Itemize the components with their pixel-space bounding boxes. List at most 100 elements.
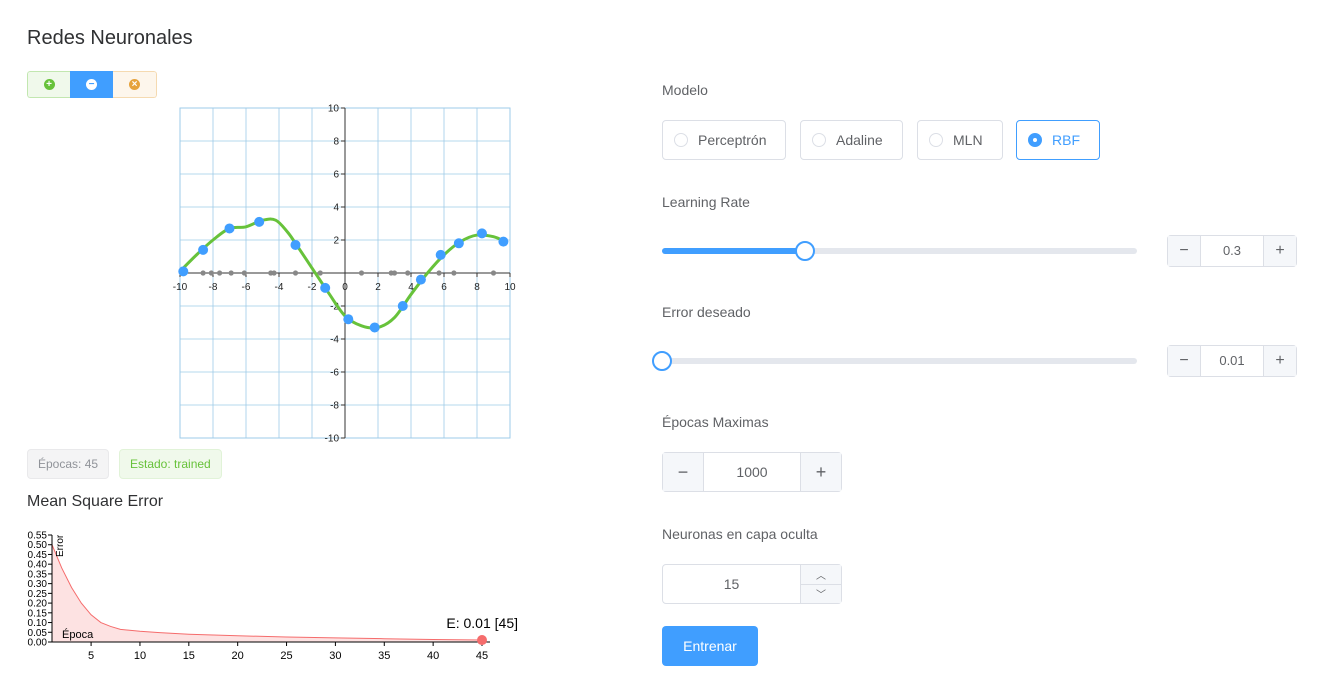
mse-x-tick-label: 15 [183,650,195,662]
radio-label: Adaline [836,132,883,148]
mse-x-tick-label: 35 [378,650,390,662]
rbf-center-point [208,270,214,276]
close-circle-icon: × [129,79,140,90]
slider-thumb[interactable] [794,241,815,261]
max-epochs-input: − 1000 + [662,452,842,492]
training-point [198,244,209,255]
training-point [369,322,380,333]
increase-button[interactable]: + [1263,346,1296,376]
mse-x-tick-label: 45 [476,650,488,662]
learning-rate-slider[interactable] [662,241,1137,261]
y-tick-label: -6 [330,368,339,379]
x-tick-label: 2 [375,282,381,293]
plus-circle-icon: + [43,79,55,90]
mse-y-axis-label: Error [55,534,66,557]
training-point [178,266,189,277]
radio-indicator [929,133,943,147]
decrease-button[interactable]: ﹀ [801,584,841,603]
x-tick-label: 4 [408,282,414,293]
mse-y-tick-label: 0.50 [28,540,48,551]
learning-rate-input: − 0.3 + [1167,235,1297,267]
radio-indicator [1028,133,1042,147]
state-badge: Estado: trained [119,449,222,479]
hidden-neurons-value[interactable]: 15 [723,576,740,592]
error-slider[interactable] [652,351,1137,371]
y-tick-label: -10 [325,434,340,445]
y-tick-label: 2 [333,236,339,247]
slider-thumb[interactable] [652,351,672,371]
radio-label: Perceptrón [698,132,767,148]
train-button[interactable]: Entrenar [662,626,758,666]
decrease-button[interactable]: − [1168,346,1201,376]
radio-label: MLN [953,132,983,148]
increase-button[interactable]: + [1263,236,1296,266]
mse-x-tick-label: 10 [134,650,146,662]
minus-circle-icon: − [86,79,97,90]
training-point [453,238,464,249]
rbf-center-point [228,270,234,276]
training-point [343,314,354,325]
x-tick-label: -10 [173,282,188,293]
mse-x-tick-label: 20 [232,650,244,662]
training-point [224,223,235,234]
model-label: Modelo [662,82,708,98]
hidden-neurons-input: 15 ︿ ﹀ [662,564,842,604]
page-title: Redes Neuronales [27,27,193,49]
epochs-badge: Épocas: 45 [27,449,110,479]
radio-indicator [812,133,826,147]
error-input: − 0.01 + [1167,345,1297,377]
mse-x-tick-label: 5 [88,650,94,662]
rbf-center-point [391,270,398,276]
radio-perceptron[interactable]: Perceptrón [662,120,786,160]
mse-annotation: E: 0.01 [45] [446,615,518,631]
mse-chart: 0.000.050.100.150.200.250.300.350.400.45… [28,531,518,663]
radio-adaline[interactable]: Adaline [800,120,903,160]
model-output-curve [178,217,506,330]
increase-button[interactable]: + [800,453,841,491]
x-tick-label: 10 [504,282,516,293]
mse-y-tick-label: 0.45 [28,550,48,561]
mse-y-tick-label: 0.30 [28,579,48,590]
point-tool-group: + − × [27,71,157,98]
training-point [435,249,446,260]
decrease-button[interactable]: − [663,453,704,491]
y-tick-label: -4 [330,335,339,346]
x-tick-label: -8 [209,282,218,293]
x-tick-label: -6 [242,282,251,293]
clear-points-button[interactable]: × [113,71,157,98]
rbf-center-point [451,270,457,276]
stepper-controls: ︿ ﹀ [800,565,841,603]
learning-rate-value[interactable]: 0.3 [1222,243,1242,258]
mse-y-tick-label: 0.55 [28,531,48,542]
rbf-center-point [405,270,411,276]
radio-rbf[interactable]: RBF [1016,120,1100,160]
rbf-center-point [317,270,323,276]
mse-x-tick-label: 30 [329,650,341,662]
max-epochs-label: Épocas Maximas [662,414,769,430]
x-tick-label: 6 [441,282,447,293]
y-tick-label: -2 [330,302,339,313]
error-value[interactable]: 0.01 [1219,353,1245,368]
radio-mln[interactable]: MLN [917,120,1003,160]
y-tick-label: 4 [333,203,339,214]
training-point [397,301,408,311]
increase-button[interactable]: ︿ [801,565,841,585]
training-point [320,282,331,293]
mse-x-axis-label: Época [62,628,94,641]
max-epochs-value[interactable]: 1000 [736,464,768,480]
radio-indicator [674,133,688,147]
mse-y-tick-label: 0.35 [28,569,48,580]
mse-line [51,544,483,641]
rbf-center-point [490,270,497,276]
add-point-button[interactable]: + [27,71,70,98]
mse-area [52,544,482,642]
rbf-center-point [436,270,442,276]
remove-point-button[interactable]: − [70,71,113,98]
learning-rate-label: Learning Rate [662,194,750,210]
rbf-center-point [200,270,206,276]
decrease-button[interactable]: − [1168,236,1201,266]
mse-y-tick-label: 0.15 [28,608,48,619]
mse-x-tick-label: 25 [280,650,292,662]
y-tick-label: 6 [333,170,339,181]
